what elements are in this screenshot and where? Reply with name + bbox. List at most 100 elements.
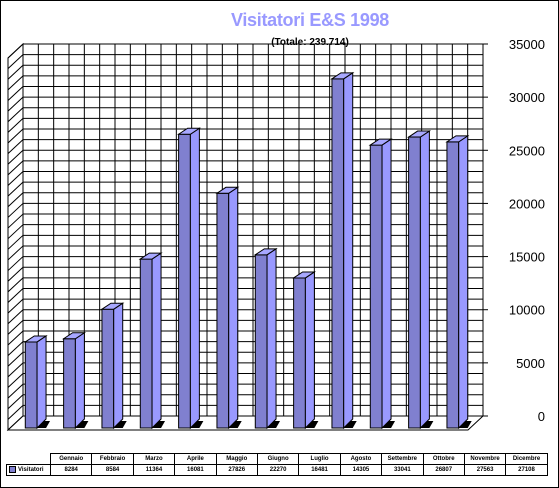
table-row: Visitatori 8284 8584 11364 16081 27826 22270 1… (6, 464, 548, 476)
gridline-side (7, 266, 24, 282)
bar-side (113, 302, 124, 430)
gridline-side (7, 351, 24, 367)
chart-subtitle: (Totale: 239.714) (271, 37, 349, 48)
table-value-cell: 27563 (463, 464, 507, 476)
table-value-cell: 14305 (339, 464, 383, 476)
bar-front (178, 133, 191, 429)
gridline-side (7, 118, 24, 133)
table-header-cell: Giugno (256, 453, 300, 465)
gridline-side (7, 341, 24, 356)
bar (330, 71, 357, 430)
table-value-cell: 27108 (505, 464, 548, 476)
bar (406, 130, 434, 430)
bar-side (304, 271, 315, 430)
gridline-side (7, 288, 24, 303)
bar-top (215, 186, 240, 194)
gridline-side (7, 160, 24, 176)
bar-front (139, 258, 153, 429)
gridline-side (7, 383, 24, 399)
gridline-side (7, 96, 24, 112)
gridline-side (7, 107, 24, 123)
bar (23, 335, 51, 430)
bar-front (63, 338, 76, 429)
bar-front (408, 136, 421, 429)
bar-side (343, 71, 354, 430)
bar-top (445, 135, 470, 143)
gridline-side (7, 171, 24, 186)
table-header-cell: Gennaio (49, 453, 93, 465)
gridline-side (7, 181, 24, 197)
bar-front (24, 341, 38, 429)
bar-side (36, 335, 47, 430)
table-corner (6, 453, 51, 465)
gridline-side (7, 224, 24, 240)
data-table: Gennaio Febbraio Marzo Aprile Maggio Giugno Lu… (6, 453, 548, 476)
bar (445, 134, 472, 430)
table-header-cell: Dicembre (505, 453, 548, 465)
bar-top (368, 138, 393, 146)
bar (253, 247, 281, 430)
gridline-side (7, 43, 24, 59)
gridline-side (7, 234, 24, 250)
gridline-side (7, 309, 24, 325)
bar (291, 271, 319, 430)
table-header-cell: Luglio (298, 453, 341, 465)
y-tick-label: 20000 (509, 196, 545, 211)
bar-side (74, 331, 85, 430)
table-header-cell: Maggio (215, 453, 258, 465)
y-tick-label: 0 (538, 409, 545, 424)
bar-side (458, 134, 469, 430)
bar-side (266, 247, 277, 430)
table-value-cell: 8284 (49, 464, 93, 476)
gridline-side (7, 245, 24, 261)
table-value-cell: 8584 (91, 464, 134, 476)
bar-top (253, 248, 278, 256)
bar-front (216, 192, 230, 429)
table-header-cell: Febbraio (91, 453, 134, 465)
y-tick-label: 35000 (509, 37, 545, 52)
gridline-side (7, 192, 24, 208)
bar-front (254, 254, 268, 429)
bar-side (151, 252, 162, 430)
y-axis: 0 5000 10000 15000 20000 25000 30000 35000 (482, 37, 545, 424)
gridline-side (7, 149, 24, 165)
bar (176, 127, 204, 430)
y-tick-label: 10000 (509, 303, 545, 318)
table-series-label: Visitatori (18, 467, 44, 473)
bar (138, 252, 166, 430)
bar-top (61, 332, 87, 340)
y-tick-label: 30000 (509, 90, 545, 105)
table-value-cell: 11364 (132, 464, 176, 476)
series-swatch (9, 465, 16, 473)
bar-top (406, 130, 432, 138)
gridline-side (7, 362, 24, 378)
bar-top (100, 302, 125, 310)
bar (61, 331, 89, 430)
gridline-side (7, 277, 24, 293)
bar (100, 302, 127, 430)
gridline-side (7, 213, 24, 229)
bar-front (101, 308, 115, 429)
chart-title: Visitatori E&S 1998 (230, 10, 390, 30)
table-value-cell: 22270 (256, 464, 300, 476)
bar-side (189, 127, 200, 430)
bar-front (446, 141, 460, 429)
bar-top (176, 127, 202, 135)
y-tick-label: 25000 (509, 143, 545, 158)
gridline-side (7, 330, 24, 346)
table-value-cell: 16481 (298, 464, 341, 476)
bar-top (23, 335, 48, 343)
bar (215, 186, 242, 430)
bar-side (381, 138, 392, 430)
gridline-side (7, 394, 24, 410)
gridline-side (7, 86, 24, 101)
bar-front (331, 78, 345, 429)
gridline-side (7, 373, 24, 388)
bars (23, 71, 472, 430)
table-value-cell: 16081 (174, 464, 217, 476)
table-header-cell: Novembre (463, 453, 507, 465)
gridline-side (7, 75, 24, 91)
bar-top (138, 252, 163, 260)
gridline-side (7, 319, 24, 335)
